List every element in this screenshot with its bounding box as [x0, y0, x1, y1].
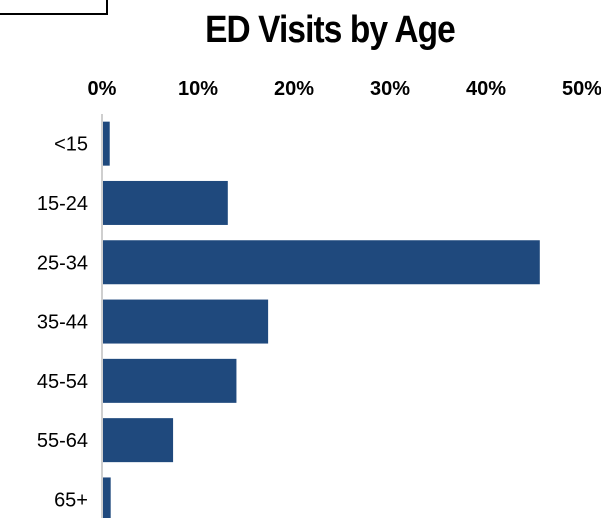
bar	[103, 358, 237, 403]
corner-frame	[0, 0, 108, 15]
category-labels: <15 15-24 25-34 35-44 45-54 55-64 65+	[37, 134, 88, 512]
category-label: 25-34	[37, 252, 88, 274]
bar	[103, 180, 228, 225]
x-tick-label: 40%	[466, 78, 506, 100]
bar	[103, 240, 540, 285]
chart-title: ED Visits by Age	[205, 9, 456, 51]
category-label: 15-24	[37, 193, 88, 215]
bar	[103, 299, 269, 344]
bar	[103, 418, 174, 463]
x-tick-label: 30%	[370, 78, 410, 100]
category-label: <15	[54, 134, 88, 156]
bar	[103, 477, 111, 518]
x-tick-label: 10%	[178, 78, 218, 100]
category-label: 45-54	[37, 371, 88, 393]
x-tick-label: 0%	[88, 78, 117, 100]
bar	[103, 121, 110, 166]
x-tick-label: 50%	[562, 78, 601, 100]
bars	[103, 121, 540, 518]
x-tick-labels: 0% 10% 20% 30% 40% 50%	[88, 78, 601, 100]
category-label: 65+	[54, 489, 88, 511]
x-tick-label: 20%	[274, 78, 314, 100]
category-label: 35-44	[37, 312, 88, 334]
category-label: 55-64	[37, 430, 88, 452]
